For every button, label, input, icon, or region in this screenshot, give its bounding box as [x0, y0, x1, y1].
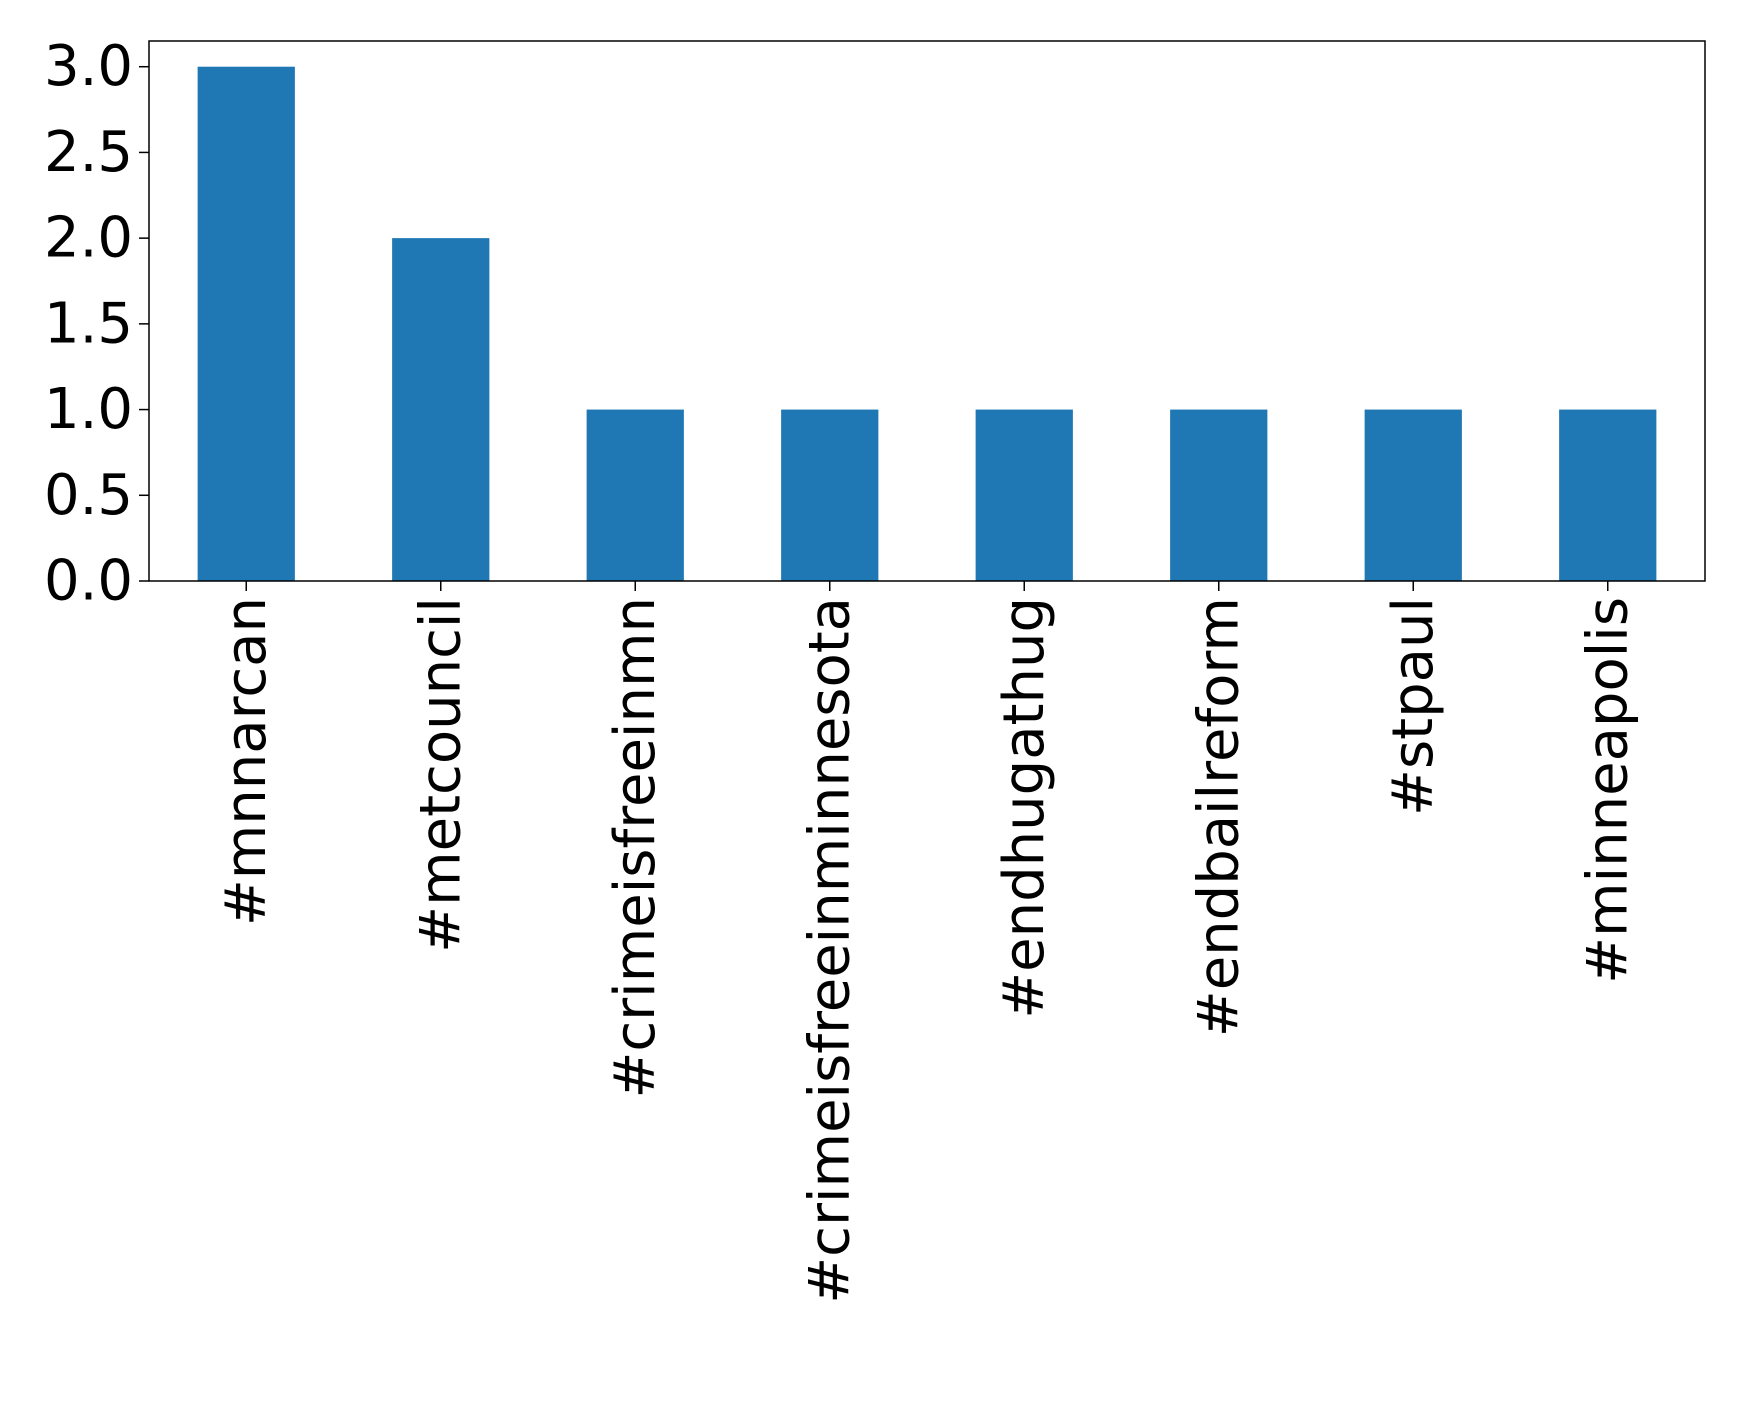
- y-tick-label: 0.0: [44, 549, 133, 614]
- bar-endbailreform: [1170, 409, 1268, 581]
- y-tick-label: 2.5: [44, 120, 133, 185]
- x-tick-label-mnnarcan: #mnnarcan: [214, 597, 279, 926]
- plot-area-frame: [148, 40, 1706, 582]
- x-tick-label-crimeisfreeinmn: #crimeisfreeinmn: [603, 597, 668, 1099]
- bar-crimeisfreeinmn: [586, 409, 684, 581]
- bar-minneapolis: [1559, 409, 1657, 581]
- y-tick-label: 0.5: [44, 463, 133, 528]
- bar-metcouncil: [392, 238, 490, 581]
- x-tick-label-endbailreform: #endbailreform: [1186, 597, 1251, 1037]
- x-tick-label-metcouncil: #metcouncil: [408, 597, 473, 953]
- y-tick-label: 2.0: [44, 206, 133, 271]
- bar-endhugathug: [975, 409, 1073, 581]
- x-tick-label-endhugathug: #endhugathug: [992, 597, 1057, 1019]
- bar-crimeisfreeinminnesota: [781, 409, 879, 581]
- x-tick-label-stpaul: #stpaul: [1381, 597, 1446, 816]
- bars-layer: [197, 66, 1657, 581]
- bar-stpaul: [1364, 409, 1462, 581]
- y-tick-label: 1.0: [44, 377, 133, 442]
- x-axis: #mnnarcan #metcouncil #crimeisfreeinmn #cri…: [214, 581, 1640, 1304]
- y-tick-label: 1.5: [44, 291, 133, 356]
- x-tick-label-minneapolis: #minneapolis: [1575, 597, 1640, 984]
- y-axis: 0.0 0.5 1.0 1.5 2.0 2.5 3.0: [44, 34, 149, 614]
- x-tick-label-crimeisfreeinminnesota: #crimeisfreeinminnesota: [797, 597, 862, 1304]
- y-tick-label: 3.0: [44, 34, 133, 99]
- bar-mnnarcan: [197, 66, 295, 581]
